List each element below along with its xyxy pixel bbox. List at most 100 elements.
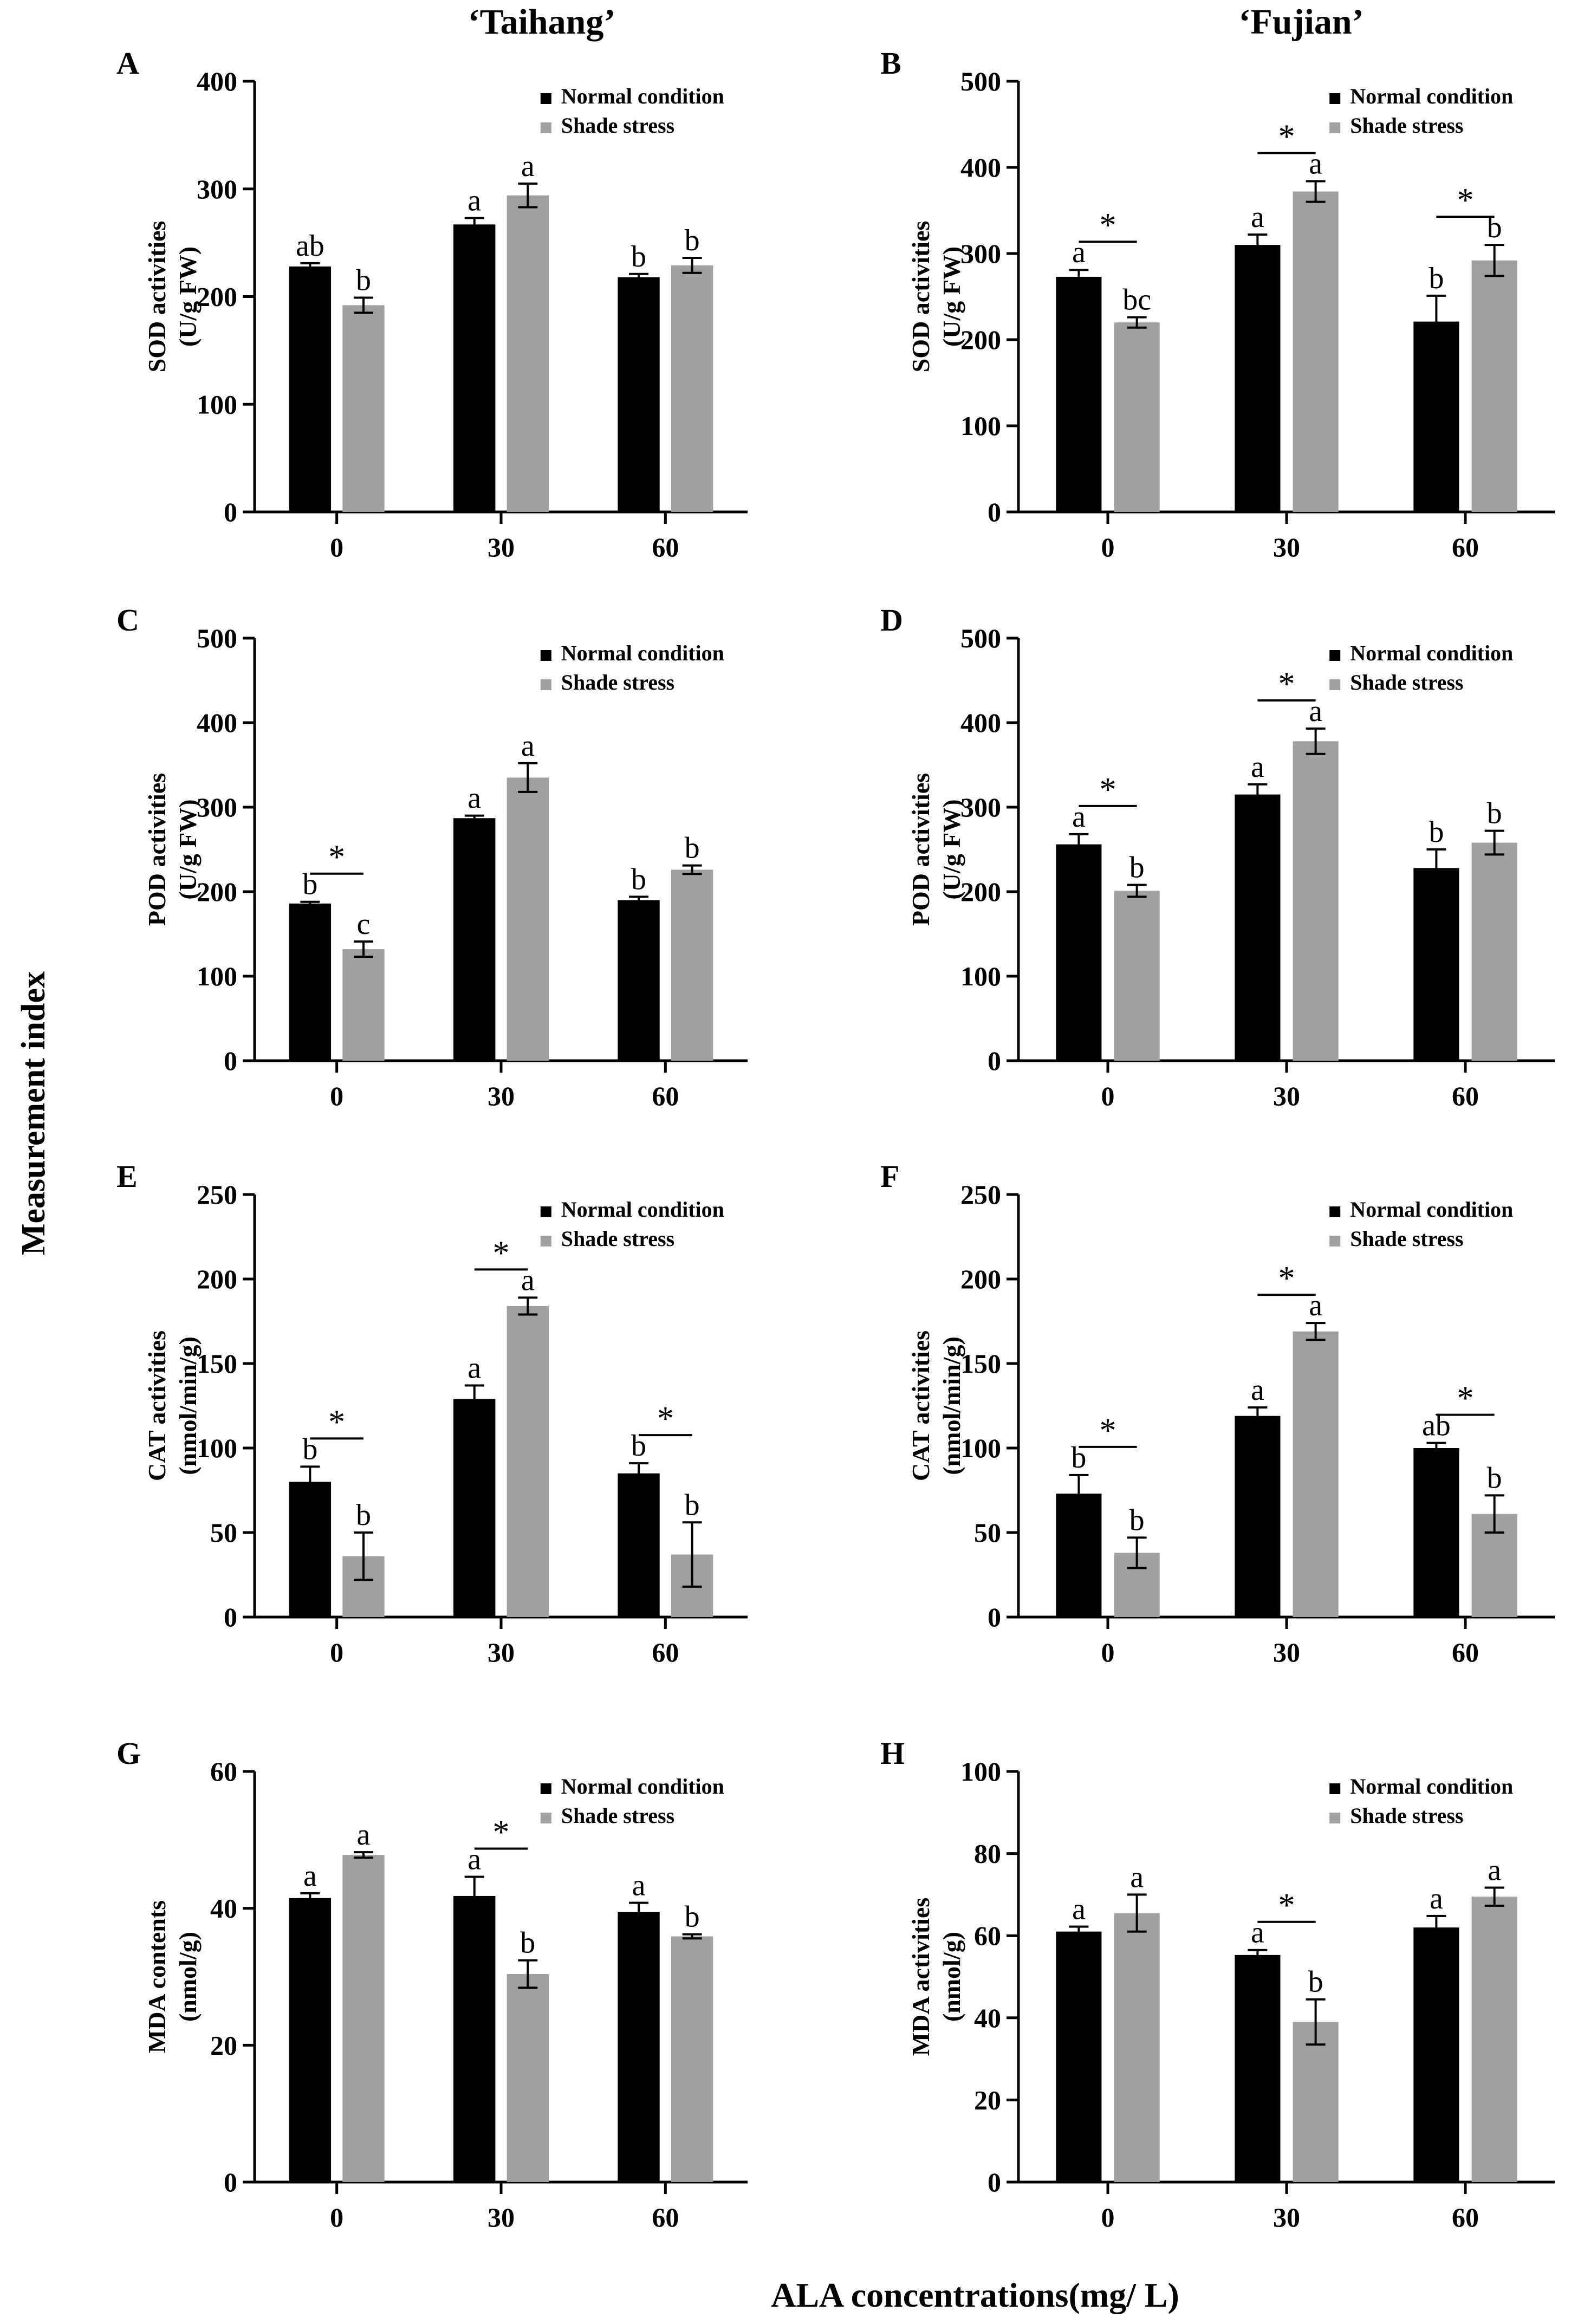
significance-asterisk: * <box>1100 771 1116 808</box>
legend-label: Shade stress <box>1350 670 1463 694</box>
y-axis-label-unit: (nmol/min/g) <box>174 1336 202 1475</box>
x-tick-label: 30 <box>488 2202 515 2232</box>
y-tick-label: 0 <box>224 1602 237 1632</box>
significance-letter: b <box>685 832 700 865</box>
y-axis-label: POD activities <box>143 773 171 926</box>
y-tick-label: 400 <box>197 66 237 96</box>
y-tick-label: 0 <box>224 1046 237 1076</box>
y-tick-label: 150 <box>960 1348 1001 1379</box>
legend-swatch-normal <box>540 1783 551 1794</box>
legend-label: Normal condition <box>561 641 724 665</box>
significance-letter: a <box>468 782 481 815</box>
bar-shade-stress <box>1471 1897 1517 2182</box>
x-tick-label: 0 <box>1101 1637 1115 1667</box>
legend-label: Shade stress <box>1350 1226 1463 1251</box>
y-tick-label: 400 <box>960 707 1001 738</box>
y-tick-label: 300 <box>960 792 1001 822</box>
x-tick-label: 0 <box>330 1637 343 1667</box>
x-tick-label: 60 <box>1452 1081 1479 1111</box>
bar-shade-stress <box>1114 1913 1160 2182</box>
bar-normal-condition <box>453 224 496 512</box>
y-tick-label: 40 <box>974 2003 1001 2033</box>
bar-normal-condition <box>618 277 660 512</box>
significance-asterisk: * <box>1278 1887 1295 1924</box>
x-tick-label: 30 <box>1273 1637 1300 1667</box>
bar-normal-condition <box>1235 1955 1281 2182</box>
significance-letter: b <box>631 240 646 274</box>
y-axis-label-unit: (U/g FW) <box>174 246 202 347</box>
significance-letter: a <box>1488 1854 1501 1887</box>
significance-letter: b <box>1308 1965 1323 1999</box>
y-tick-label: 60 <box>210 1756 237 1787</box>
bar-normal-condition <box>618 1911 660 2182</box>
bar-shade-stress <box>507 1974 549 2182</box>
significance-letter: a <box>1251 1373 1264 1407</box>
column-title-taihang: ‘Taihang’ <box>468 2 616 42</box>
bar-shade-stress <box>671 265 713 512</box>
bar-shade-stress <box>671 869 713 1061</box>
panel-C: C 0 100 200 300 400 500 POD activities (U/g FW) 0… <box>116 602 748 1111</box>
y-tick-label: 400 <box>197 707 237 738</box>
y-tick-label: 200 <box>960 324 1001 355</box>
significance-letter: b <box>685 224 700 257</box>
legend-label: Shade stress <box>561 113 674 138</box>
bar-shade-stress <box>671 1936 713 2182</box>
bar-normal-condition <box>1413 321 1459 512</box>
y-axis-label: POD activities <box>907 773 934 926</box>
panel-letter: G <box>116 1736 141 1771</box>
y-tick-label: 150 <box>197 1348 237 1379</box>
significance-letter: a <box>468 184 481 217</box>
y-tick-label: 100 <box>960 1433 1001 1463</box>
y-tick-label: 0 <box>988 1046 1001 1076</box>
bar-normal-condition <box>618 900 660 1061</box>
bar-normal-condition <box>453 1895 496 2182</box>
bar-normal-condition <box>289 903 332 1061</box>
x-tick-label: 30 <box>488 1637 515 1667</box>
bar-shade-stress <box>507 1306 549 1617</box>
bar-shade-stress <box>1114 891 1160 1061</box>
y-tick-label: 300 <box>960 238 1001 269</box>
bar-shade-stress <box>1293 191 1339 512</box>
y-tick-label: 0 <box>988 1602 1001 1632</box>
y-tick-label: 250 <box>197 1179 237 1210</box>
y-tick-label: 0 <box>988 497 1001 527</box>
y-tick-label: 200 <box>960 877 1001 907</box>
y-tick-label: 500 <box>960 623 1001 653</box>
bar-shade-stress <box>342 305 385 512</box>
y-tick-label: 100 <box>197 389 237 419</box>
significance-letter: b <box>520 1926 535 1960</box>
legend-label: Normal condition <box>561 1197 724 1222</box>
significance-asterisk: * <box>328 1404 345 1440</box>
legend-label: Shade stress <box>561 1226 674 1251</box>
panel-letter: A <box>116 46 139 81</box>
legend-swatch-normal <box>540 1206 551 1217</box>
x-tick-label: 60 <box>1452 1637 1479 1667</box>
y-tick-label: 20 <box>210 2030 237 2060</box>
x-tick-label: 30 <box>488 532 515 562</box>
y-tick-label: 50 <box>210 1517 237 1548</box>
bar-normal-condition <box>618 1473 660 1617</box>
significance-letter: bc <box>1122 283 1151 317</box>
y-axis-label-unit: (nmol/g) <box>938 1932 965 2022</box>
x-tick-label: 0 <box>1101 532 1115 562</box>
legend-swatch-shade <box>540 1813 551 1823</box>
significance-asterisk: * <box>493 1814 510 1851</box>
bar-shade-stress <box>342 1855 385 2182</box>
bar-normal-condition <box>1056 844 1102 1061</box>
x-tick-label: 60 <box>1452 532 1479 562</box>
y-tick-label: 100 <box>960 411 1001 441</box>
y-tick-label: 100 <box>960 961 1001 991</box>
bar-normal-condition <box>289 1482 332 1617</box>
significance-letter: a <box>468 1352 481 1385</box>
significance-letter: b <box>1429 815 1444 849</box>
bar-normal-condition <box>1235 245 1281 512</box>
bar-normal-condition <box>453 1399 496 1617</box>
y-tick-label: 200 <box>197 877 237 907</box>
x-tick-label: 0 <box>1101 1081 1115 1111</box>
bar-normal-condition <box>1056 1931 1102 2182</box>
y-tick-label: 200 <box>960 1264 1001 1294</box>
y-axis-label: CAT activities <box>907 1330 934 1481</box>
